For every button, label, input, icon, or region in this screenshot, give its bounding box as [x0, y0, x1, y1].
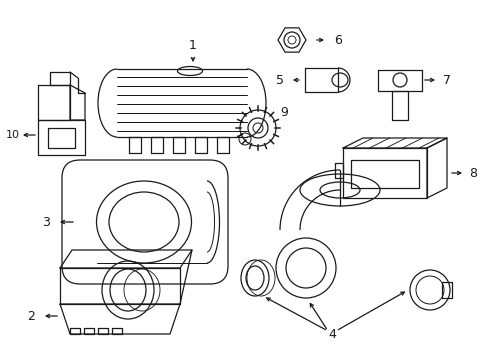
Text: 6: 6 [333, 33, 341, 46]
Text: 7: 7 [442, 73, 450, 86]
Text: 8: 8 [468, 166, 476, 180]
Text: 1: 1 [189, 39, 197, 51]
Text: 9: 9 [280, 105, 287, 118]
Text: 5: 5 [275, 73, 284, 86]
Text: 3: 3 [42, 216, 50, 229]
Text: 2: 2 [27, 310, 35, 323]
Text: 10: 10 [6, 130, 20, 140]
Text: 4: 4 [327, 328, 335, 342]
